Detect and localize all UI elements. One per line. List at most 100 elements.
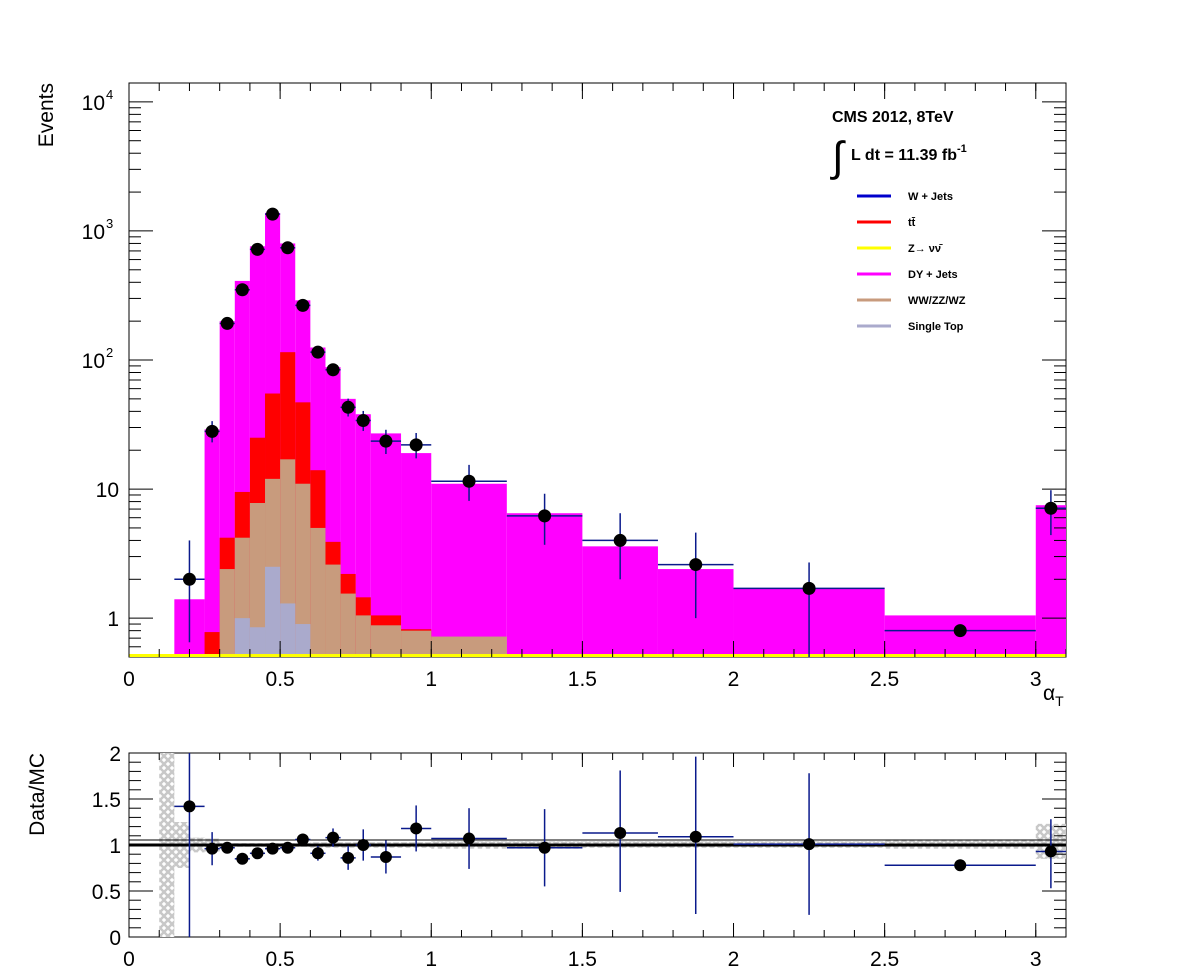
integral-sign: ∫ [830, 133, 846, 180]
ratio-point [311, 847, 324, 860]
ratio-point [206, 842, 219, 855]
ratio-y-tick-label: 0.5 [92, 881, 121, 904]
data-point [689, 558, 703, 572]
data-point [326, 363, 340, 377]
hist-bar-ww-zz-wz-14 [431, 636, 507, 657]
cms-label: CMS 2012, 8TeV ∫ L dt = 11.39 fb-1 [830, 109, 967, 180]
data-point [182, 572, 196, 586]
legend-label: tt̄ [908, 217, 916, 229]
legend-label: Single Top [908, 321, 964, 333]
y-axis-title: Events [35, 83, 58, 147]
experiment-label: CMS 2012, 8TeV [832, 109, 954, 126]
ratio-x-tick-label: 2 [728, 948, 740, 971]
data-point [356, 413, 370, 427]
ratio-point [221, 841, 234, 854]
x-tick-label: 0 [123, 668, 135, 691]
x-tick-label: 1 [425, 668, 437, 691]
legend-label: DY + Jets [908, 269, 958, 281]
ratio-y-tick-label: 1 [109, 835, 121, 858]
y-tick-label: 10 [82, 350, 105, 373]
hist-bar-ww-zz-wz-11 [355, 615, 371, 657]
hist-bar-dy-jets-14 [431, 483, 507, 657]
hist-bar-ww-zz-wz-8 [310, 527, 326, 657]
x-axis-title: αT [1043, 682, 1064, 709]
data-point [205, 424, 219, 438]
y-tick-exponent: 2 [106, 345, 113, 360]
data-point [296, 298, 310, 312]
ratio-point [614, 827, 627, 840]
legend: W + Jets tt̄ Z→ νν̄ DY + Jets WW/ZZ/WZ Single… [857, 191, 966, 333]
ratio-point [538, 841, 551, 854]
ratio-point [266, 842, 279, 855]
data-point [953, 624, 967, 638]
y-tick-label: 10 [82, 92, 105, 115]
x-tick-label: 3 [1030, 668, 1042, 691]
ratio-point [357, 839, 370, 851]
x-tick-label: 2.5 [870, 668, 899, 691]
ratio-point [236, 852, 249, 865]
legend-label: Z→ νν̄ [908, 243, 943, 255]
luminosity-label: L dt = 11.39 fb-1 [851, 143, 967, 164]
y-tick-label: 10 [82, 221, 105, 244]
data-point [613, 533, 627, 547]
ratio-y-tick-label: 2 [109, 743, 121, 766]
ratio-y-axis-title: Data/MC [26, 753, 49, 836]
hist-bar-single-top-7 [295, 624, 311, 657]
ratio-point [379, 850, 392, 863]
hist-bar-ww-zz-wz-10 [340, 593, 356, 657]
y-tick-exponent: 3 [106, 216, 113, 231]
ratio-x-tick-label: 1.5 [568, 948, 597, 971]
ratio-point [251, 847, 264, 860]
hist-bar-dy-jets-13 [401, 453, 432, 657]
data-point [379, 434, 393, 448]
data-point [409, 438, 423, 452]
ratio-x-tick-label: 0 [123, 948, 135, 971]
hist-bar-single-top-4 [249, 627, 266, 657]
ratio-point [463, 832, 476, 845]
data-point [341, 400, 355, 414]
ratio-x-tick-label: 3 [1030, 948, 1042, 971]
ratio-point [689, 830, 702, 843]
y-tick-label: 10 [96, 479, 119, 502]
data-point [538, 509, 552, 523]
ratio-y-tick-label: 1.5 [92, 789, 121, 812]
data-point [281, 241, 295, 255]
hist-bar-single-top-3 [234, 618, 250, 657]
hist-bar-ww-zz-wz-9 [325, 564, 341, 657]
hist-bar-ww-zz-wz-13 [401, 630, 432, 657]
ratio-x-tick-label: 0.5 [266, 948, 295, 971]
data-point [266, 207, 280, 221]
ratio-axes: 0 0.5 1 1.5 2 2.5 3 0 0.5 1 1.5 2 [92, 743, 1067, 971]
ratio-x-tick-label: 2.5 [870, 948, 899, 971]
ratio-point [1044, 845, 1057, 858]
data-point [802, 581, 816, 595]
ratio-point [183, 800, 196, 813]
x-tick-label: 2 [728, 668, 740, 691]
ratio-point [327, 831, 340, 844]
ratio-point [803, 838, 816, 851]
data-point [462, 474, 476, 488]
ratio-point [342, 851, 355, 864]
data-point [311, 345, 325, 359]
data-point [250, 242, 264, 256]
hist-bar-dy-jets-11 [355, 414, 371, 657]
ratio-point [410, 822, 423, 835]
hist-bar-single-top-6 [280, 603, 296, 657]
data-point [235, 283, 249, 297]
ratio-y-tick-label: 0 [109, 927, 121, 950]
data-points [174, 207, 1066, 657]
hist-bar-tt--1 [204, 632, 220, 657]
x-tick-label: 1.5 [568, 668, 597, 691]
data-point [1044, 501, 1058, 515]
ratio-x-tick-label: 1 [425, 948, 437, 971]
data-point [220, 316, 234, 330]
y-tick-exponent: 4 [106, 87, 113, 102]
legend-label: WW/ZZ/WZ [908, 295, 966, 307]
y-tick-label: 1 [107, 608, 119, 631]
hist-bar-ww-zz-wz-7 [295, 483, 311, 657]
ratio-point [281, 841, 294, 854]
hist-bar-dy-jets-1 [204, 429, 220, 657]
